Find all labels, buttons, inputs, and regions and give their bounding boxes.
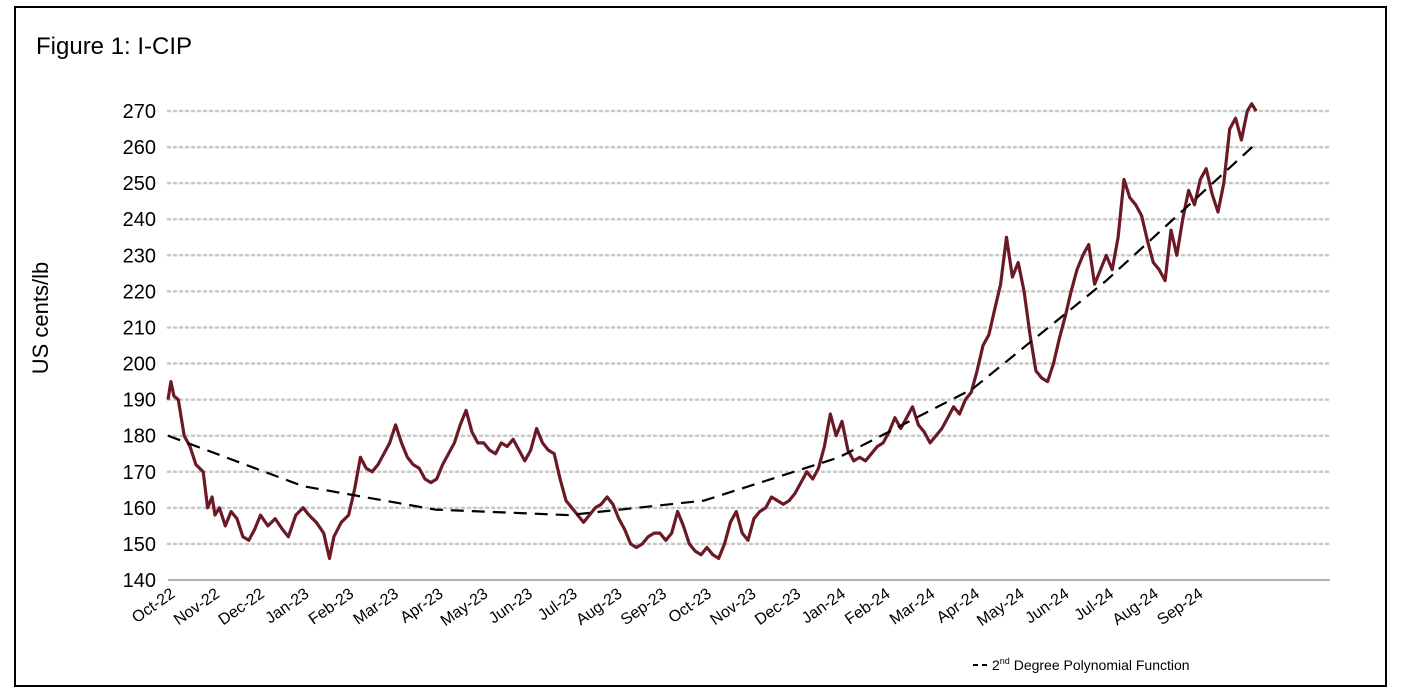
legend-label: 2nd Degree Polynomial Function	[992, 656, 1190, 673]
x-tick-labels: Oct-22Nov-22Dec-22Jan-23Feb-23Mar-23Apr-…	[129, 585, 1206, 630]
polynomial-trendline	[167, 142, 1257, 517]
x-tick-label: Mar-23	[351, 585, 402, 628]
x-tick-label: Jan-24	[799, 585, 849, 627]
y-tick-label: 270	[123, 101, 156, 123]
x-tick-label: Dec-23	[752, 585, 804, 629]
legend-label-superscript: nd	[1000, 656, 1010, 666]
y-tick-label: 220	[123, 281, 156, 303]
price-series-line	[166, 102, 1258, 560]
legend-label-number: 2	[992, 657, 1000, 673]
y-tick-label: 140	[123, 570, 156, 592]
y-tick-label: 210	[123, 317, 156, 339]
x-tick-label: Aug-24	[1110, 585, 1162, 629]
y-tick-label: 160	[123, 498, 156, 520]
chart-title: Figure 1: I-CIP	[36, 33, 192, 60]
y-tick-label: 190	[123, 390, 156, 412]
legend-label-rest: Degree Polynomial Function	[1010, 657, 1190, 673]
x-tick-label: Mar-24	[887, 585, 938, 628]
y-tick-labels: 140 150 160 170 180 190 200 210 220 230 240 250 260 2…	[123, 101, 156, 592]
y-tick-label: 200	[123, 354, 156, 376]
x-tick-label: Apr-24	[934, 585, 983, 627]
y-tick-label: 180	[123, 426, 156, 448]
y-tick-label: 240	[123, 209, 156, 231]
gridlines	[166, 109, 1332, 546]
legend: 2nd Degree Polynomial Function	[973, 656, 1190, 673]
x-tick-label: Jul-24	[1072, 585, 1118, 624]
x-tick-label: Feb-23	[306, 585, 357, 628]
x-tick-label: Feb-24	[842, 585, 893, 628]
x-tick-label: Nov-23	[707, 585, 759, 629]
x-tick-label: Jun-23	[486, 585, 536, 627]
x-tick-label: May-23	[438, 585, 492, 630]
x-tick-label: Dec-22	[216, 585, 268, 629]
x-tick-label: Oct-23	[666, 585, 715, 627]
x-tick-label: Apr-23	[397, 585, 446, 627]
y-axis-label: US cents/lb	[28, 262, 53, 375]
y-tick-label: 150	[123, 534, 156, 556]
y-tick-label: 170	[123, 462, 156, 484]
x-tick-label: Jan-23	[263, 585, 313, 627]
y-tick-label: 260	[123, 137, 156, 159]
x-tick-label: Nov-22	[171, 585, 223, 629]
x-tick-label: Jul-23	[535, 585, 581, 624]
x-tick-label: Jun-24	[1022, 585, 1072, 627]
x-tick-label: Sep-23	[618, 585, 670, 629]
x-tick-label: Sep-24	[1154, 585, 1206, 629]
y-tick-label: 230	[123, 245, 156, 267]
chart: Figure 1: I-CIP US cents/lb 140 150 160 170…	[28, 33, 1332, 673]
series	[166, 102, 1258, 560]
x-tick-label: May-24	[974, 585, 1028, 630]
y-tick-label: 250	[123, 173, 156, 195]
x-tick-label: Aug-23	[573, 585, 625, 629]
figure-frame: Figure 1: I-CIP US cents/lb 140 150 160 170…	[14, 6, 1387, 687]
